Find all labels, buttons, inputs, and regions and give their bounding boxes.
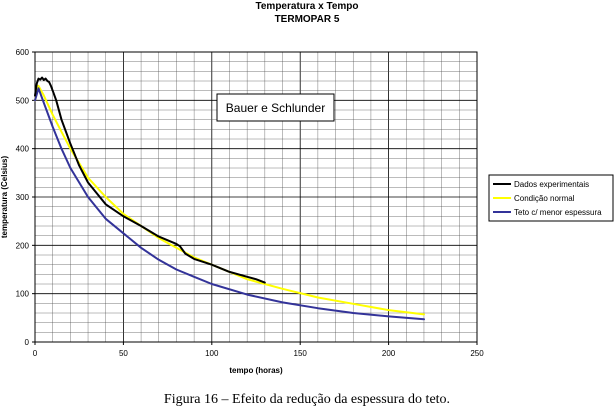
annotation-box: Bauer e Schlunder [216,93,335,122]
legend-label-dados-experimentais: Dados experimentais [514,180,589,189]
y-tick-label: 300 [16,193,30,202]
x-tick-label: 0 [33,349,38,358]
legend-label-teto-c-menor-espessura: Teto c/ menor espessura [514,208,602,217]
y-tick-label: 100 [16,290,30,299]
x-tick-label: 250 [470,349,484,358]
y-axis-label: temperatura (Celsius) [0,156,9,239]
y-tick-label: 500 [16,96,30,105]
y-tick-label: 0 [25,338,30,347]
chart-subtitle: TERMOPAR 5 [275,14,340,25]
series-line-teto-c-menor-espessura [34,87,425,321]
series-line-dados-experimentais [34,76,266,284]
legend: Dados experimentais Condição normal Teto c… [488,174,614,222]
legend-label-condicao-normal: Condição normal [514,194,575,203]
y-tick-label: 400 [16,145,30,154]
x-axis-ticks: 0 50 100 150 200 250 [33,342,484,358]
x-axis-label: tempo (horas) [229,366,283,375]
x-tick-label: 50 [119,349,128,358]
x-tick-label: 200 [382,349,396,358]
grid [35,52,477,342]
figure-caption: Figura 16 – Efeito da redução da espessu… [163,392,451,407]
y-tick-label: 600 [16,48,30,57]
chart-title: Temperatura x Tempo [256,1,359,12]
annotation-text: Bauer e Schlunder [226,101,325,115]
chart: Temperatura x Tempo TERMOPAR 5 0 100 200 30… [0,1,614,375]
series-group [34,76,425,321]
y-axis-ticks: 0 100 200 300 400 500 600 [16,48,35,347]
x-tick-label: 100 [205,349,219,358]
x-tick-label: 150 [294,349,308,358]
y-tick-label: 200 [16,241,30,250]
